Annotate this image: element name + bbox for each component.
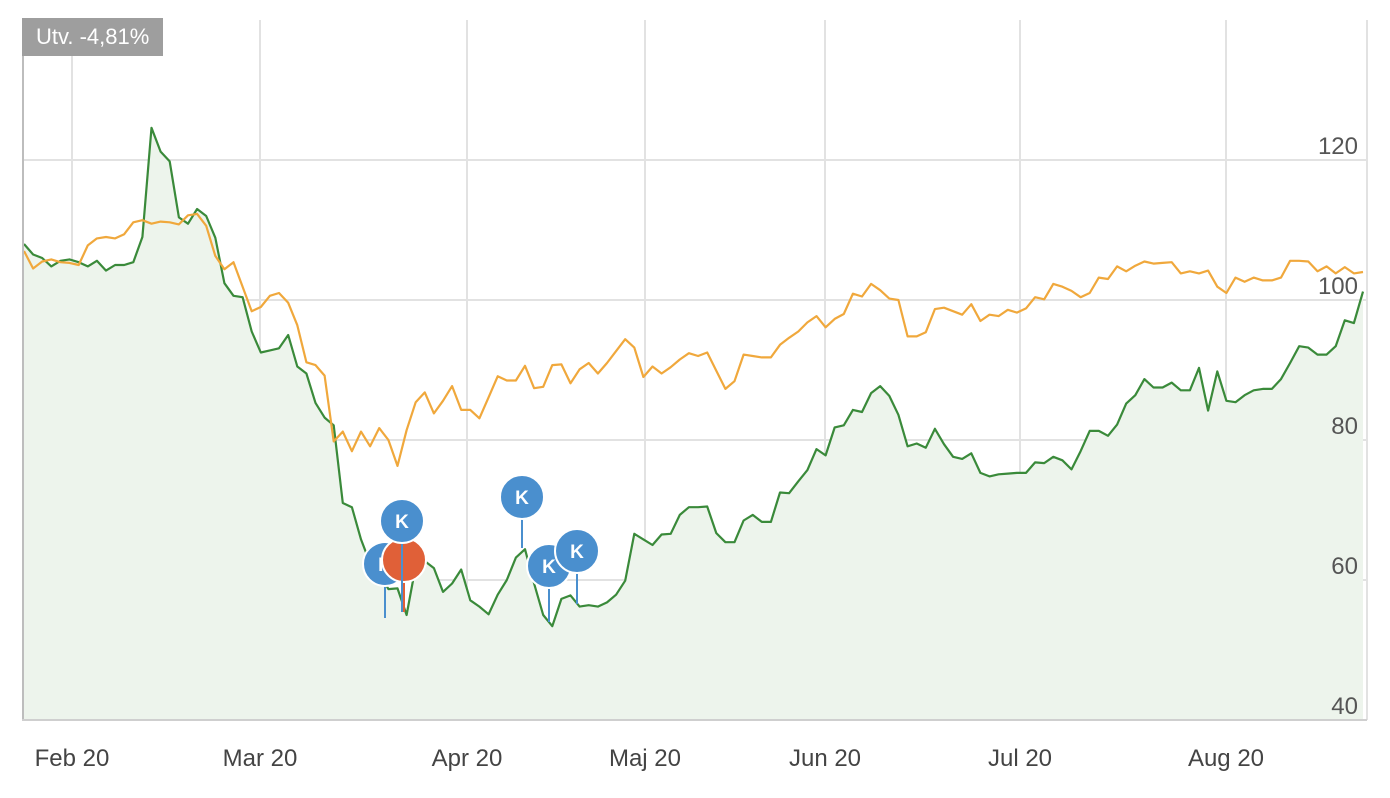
stock-area-fill: [24, 127, 1363, 721]
marker-label: K: [542, 557, 556, 578]
event-marker-orange[interactable]: [381, 537, 427, 612]
marker-circle[interactable]: [554, 528, 600, 574]
y-tick-label: 40: [1331, 693, 1358, 720]
series-lines: [23, 126, 1365, 628]
x-tick-label: Jun 20: [789, 745, 861, 772]
x-tick-label: Aug 20: [1188, 745, 1264, 772]
marker-label: K: [570, 542, 584, 563]
stock-area: [24, 127, 1363, 721]
y-tick-label: 60: [1331, 553, 1358, 580]
marker-label: K: [515, 488, 529, 509]
x-tick-label: Apr 20: [432, 745, 503, 772]
stock-series-line: [23, 126, 1365, 628]
event-marker-k[interactable]: K: [499, 474, 545, 548]
x-tick-label: Mar 20: [223, 745, 298, 772]
marker-label: K: [395, 512, 409, 533]
event-markers: KKKKK: [362, 474, 600, 622]
y-tick-label: 120: [1318, 133, 1358, 160]
x-tick-label: Maj 20: [609, 745, 681, 772]
change-badge: Utv. -4,81%: [22, 18, 164, 56]
x-tick-label: Jul 20: [988, 745, 1052, 772]
marker-circle[interactable]: [499, 474, 545, 520]
index-series-line: [23, 212, 1364, 467]
event-marker-k[interactable]: K: [379, 498, 425, 612]
y-tick-label: 100: [1318, 273, 1358, 300]
axes: 40 60 80 100 120 Feb 20 Mar 20 Apr 20 Maj 20 Jun …: [22, 20, 1367, 772]
marker-circle[interactable]: [379, 498, 425, 544]
event-marker-k[interactable]: K: [554, 528, 600, 604]
marker-circle[interactable]: [381, 537, 427, 583]
y-tick-label: 80: [1331, 413, 1358, 440]
x-tick-label: Feb 20: [35, 745, 110, 772]
